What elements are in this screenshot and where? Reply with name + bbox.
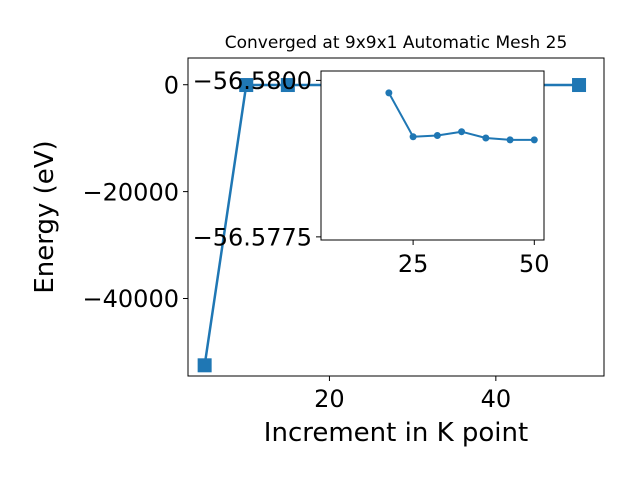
main-y-tick-label: −40000 [83,285,179,313]
main-x-tick-label: 20 [314,385,345,413]
y-axis-title: Energy (eV) [30,140,60,293]
chart-title: Converged at 9x9x1 Automatic Mesh 25 [225,33,568,53]
inset-point-3 [458,128,466,136]
main-point-0 [197,358,212,373]
inset-y-tick-label: −56.5775 [193,224,312,252]
x-axis-title: Increment in K point [264,418,528,448]
inset-point-5 [506,136,514,144]
inset-series [385,89,538,144]
inset-point-0 [385,89,393,97]
inset-point-4 [482,134,490,142]
main-point-1 [239,78,254,93]
main-x-tick-label: 40 [481,385,512,413]
inset-y-tick-label: −56.5800 [193,67,312,95]
inset-x-tick-label: 25 [398,250,429,278]
inset-point-1 [409,133,417,141]
main-x-ticks: 20 40 [314,376,511,413]
inset-x-ticks: 25 50 [398,240,550,278]
main-y-ticks: 0 −20000 −40000 [83,71,188,313]
inset-plot-frame [320,70,545,241]
inset-point-2 [433,131,441,139]
main-y-tick-label: 0 [164,71,179,99]
main-y-tick-label: −20000 [83,178,179,206]
inset-point-6 [530,136,538,144]
inset-x-tick-label: 50 [519,250,550,278]
inset-plot: 25 50 −56.5800 −56.5775 [193,67,550,278]
main-point-9 [572,78,587,93]
main-point-2 [280,78,295,93]
inset-y-ticks: −56.5800 −56.5775 [193,67,321,252]
